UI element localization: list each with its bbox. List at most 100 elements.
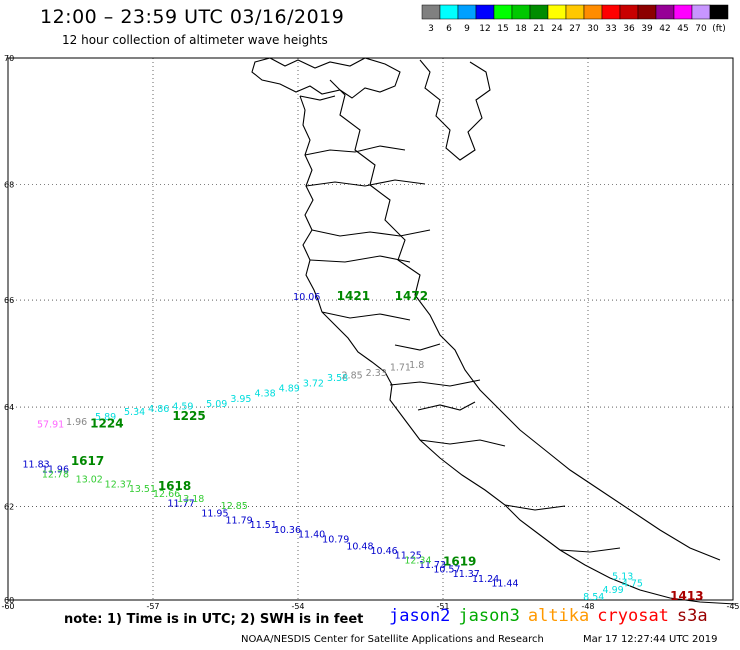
jason3-swh-label: 12.66 bbox=[153, 489, 180, 500]
cryosat-swh-label: 5.13 bbox=[612, 572, 633, 583]
lon-tick-label: -54 bbox=[291, 602, 304, 610]
jason2-swh-label: 11.51 bbox=[250, 520, 277, 531]
colorbar-label: 15 bbox=[497, 24, 508, 34]
colorbar-label: (ft) bbox=[712, 24, 726, 34]
fjord-4 bbox=[309, 255, 411, 263]
wave-height-colorbar: 3 6 9 12 15 18 21 24 27 30 33 36 39 42 45 70 (ft) bbox=[421, 4, 729, 34]
fjord-10 bbox=[299, 95, 336, 101]
jason2-swh-label: 11.44 bbox=[491, 578, 518, 589]
jason2-swh-label: 11.73 bbox=[419, 560, 446, 571]
fjord-5 bbox=[321, 311, 411, 321]
colorbar-swatch bbox=[709, 4, 729, 20]
pass-time-label: 1619 bbox=[443, 555, 476, 569]
fjord-11 bbox=[417, 401, 476, 411]
map-title: 12:00 – 23:59 UTC 03/16/2019 bbox=[40, 6, 345, 28]
cryosat-swh-label: 3.58 bbox=[327, 373, 348, 384]
lon-tick-label: -45 bbox=[726, 602, 739, 610]
jason2-swh-label: 11.96 bbox=[42, 465, 69, 476]
axis-tick-labels: -60 -57 -54 -51 -48 -45 70 68 66 64 62 60 bbox=[1, 54, 739, 610]
colorbar-label: 39 bbox=[641, 24, 653, 34]
jason3-swh-label: 12.34 bbox=[404, 555, 431, 566]
legend-cryosat: cryosat bbox=[597, 606, 669, 626]
lat-tick-label: 66 bbox=[4, 296, 14, 305]
lon-tick-label: -48 bbox=[581, 602, 594, 610]
cryosat-swh-label: 4.89 bbox=[279, 384, 300, 395]
jason2-swh-label: 11.79 bbox=[226, 515, 253, 526]
jason2-swh-label: 11.83 bbox=[23, 460, 50, 471]
fjord-12 bbox=[394, 343, 441, 351]
jason2-swh-label: 11.40 bbox=[298, 530, 325, 541]
s3a-swh-label: 1.71 bbox=[390, 363, 411, 374]
fjord-7 bbox=[419, 439, 506, 447]
s3a-swh-label: 2.33 bbox=[366, 368, 387, 379]
jason2-swh-label: 10.46 bbox=[371, 546, 398, 557]
jason2-swh-label: 10.06 bbox=[293, 292, 320, 303]
fjord-8 bbox=[504, 504, 566, 511]
cryosat-swh-label: 4.86 bbox=[148, 404, 169, 415]
colorbar-label: 33 bbox=[605, 24, 616, 34]
s3a-swh-label: 2.85 bbox=[342, 370, 363, 381]
lat-tick-label: 70 bbox=[4, 54, 14, 63]
colorbar-label: 21 bbox=[533, 24, 544, 34]
legend-jason3: jason3 bbox=[458, 606, 520, 626]
jason3-swh-label: 13.18 bbox=[177, 494, 204, 505]
fjord-2 bbox=[305, 179, 426, 187]
jason2-swh-label: 11.95 bbox=[201, 508, 228, 519]
fjord-6 bbox=[389, 379, 481, 387]
credit-line: NOAA/NESDIS Center for Satellite Applica… bbox=[241, 634, 544, 645]
cryosat-swh-label: 5.89 bbox=[95, 412, 116, 423]
colorbar-label: 45 bbox=[677, 24, 688, 34]
cryosat-swh-label: 4.38 bbox=[255, 389, 276, 400]
coastline-inland bbox=[329, 79, 721, 561]
generation-timestamp: Mar 17 12:27:44 UTC 2019 bbox=[583, 634, 718, 645]
colorbar-label: 27 bbox=[569, 24, 580, 34]
pass-time-label: 1224 bbox=[90, 417, 123, 431]
colorbar-label: 3 bbox=[428, 24, 434, 34]
altika-swh-label: 57.91 bbox=[37, 420, 64, 431]
colorbar-label: 9 bbox=[464, 24, 470, 34]
jason2-swh-label: 10.36 bbox=[274, 525, 301, 536]
fjord-9 bbox=[559, 547, 621, 553]
jason3-swh-label: 13.02 bbox=[76, 474, 103, 485]
lat-lon-grid bbox=[7, 57, 734, 601]
pass-time-label: 1472 bbox=[395, 289, 428, 303]
jason3-swh-label: 12.85 bbox=[221, 501, 248, 512]
pass-time-label: 1225 bbox=[172, 409, 205, 423]
pass-time-label: 1617 bbox=[71, 454, 104, 468]
lon-tick-label: -51 bbox=[436, 602, 449, 610]
legend-altika: altika bbox=[527, 606, 590, 626]
jason2-swh-label: 11.37 bbox=[453, 569, 480, 580]
colorbar-label: 36 bbox=[623, 24, 635, 34]
jason2-swh-label: 10.57 bbox=[433, 565, 460, 576]
pass-time-label: 1421 bbox=[337, 289, 370, 303]
colorbar-label: 30 bbox=[587, 24, 599, 34]
pass-time-label: 1618 bbox=[158, 479, 191, 493]
jason3-swh-label: 13.51 bbox=[129, 484, 156, 495]
colorbar-label: 18 bbox=[515, 24, 527, 34]
map-frame bbox=[7, 57, 734, 601]
fjord-1 bbox=[304, 145, 406, 156]
satellite-legend: jason2 jason3 altika cryosat s3a bbox=[389, 606, 716, 626]
cryosat-swh-label: 4.99 bbox=[603, 585, 624, 596]
fjord-3 bbox=[311, 229, 431, 237]
lon-tick-label: -60 bbox=[1, 602, 14, 610]
greenland-coastline bbox=[251, 57, 736, 605]
legend-jason2: jason2 bbox=[389, 606, 451, 626]
cryosat-swh-label: 3.72 bbox=[303, 378, 324, 389]
coastline-ne bbox=[419, 59, 491, 161]
cryosat-swh-label: 3.95 bbox=[230, 394, 251, 405]
cryosat-swh-label: 5.34 bbox=[124, 407, 145, 418]
lat-tick-label: 62 bbox=[4, 503, 14, 512]
jason2-swh-label: 11.24 bbox=[472, 574, 499, 585]
map-subtitle: 12 hour collection of altimeter wave hei… bbox=[62, 33, 328, 47]
jason2-swh-label: 11.77 bbox=[168, 499, 195, 510]
pass-time-label: 1413 bbox=[670, 589, 703, 603]
lon-tick-label: -57 bbox=[146, 602, 159, 610]
jason3-swh-label: 12.78 bbox=[42, 470, 69, 481]
colorbar-label: 42 bbox=[659, 24, 670, 34]
jason2-swh-label: 10.79 bbox=[322, 534, 349, 545]
units-note: note: 1) Time is in UTC; 2) SWH is in fe… bbox=[64, 612, 364, 627]
lat-tick-label: 68 bbox=[4, 180, 14, 189]
